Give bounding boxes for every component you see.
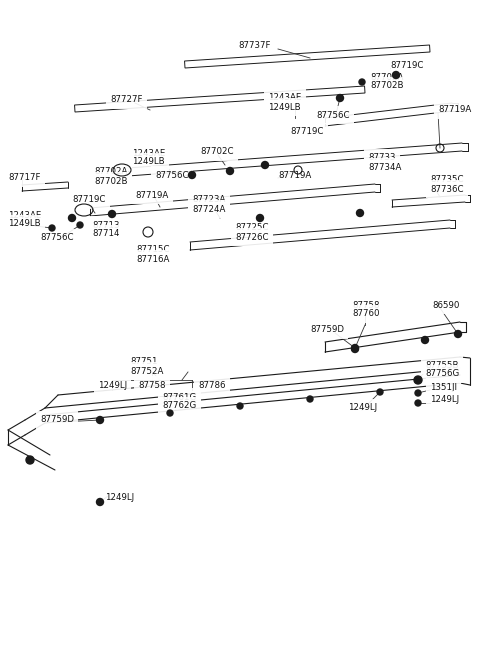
Text: 87713: 87713 — [92, 221, 120, 229]
Circle shape — [359, 79, 365, 85]
Text: 87736C: 87736C — [430, 185, 464, 193]
Circle shape — [377, 389, 383, 395]
Text: 1249LJ: 1249LJ — [98, 381, 127, 390]
Circle shape — [414, 376, 422, 384]
Text: 87760: 87760 — [352, 310, 380, 318]
Text: 87735C: 87735C — [430, 176, 464, 185]
Text: 1243AE: 1243AE — [268, 94, 301, 102]
Text: 87716A: 87716A — [136, 255, 169, 263]
Text: 1243AE: 1243AE — [8, 210, 41, 219]
Text: 87702A: 87702A — [370, 73, 403, 83]
Text: 87717F: 87717F — [8, 174, 40, 183]
Text: 87719A: 87719A — [438, 105, 471, 115]
Text: 87719C: 87719C — [390, 60, 423, 69]
Text: 1249LB: 1249LB — [8, 219, 41, 229]
Circle shape — [455, 331, 461, 337]
Text: 87762G: 87762G — [162, 402, 196, 411]
Text: 87726C: 87726C — [235, 233, 268, 242]
Circle shape — [69, 214, 75, 221]
Text: 87759D: 87759D — [40, 415, 74, 424]
Text: 87758: 87758 — [352, 301, 380, 310]
Circle shape — [96, 498, 104, 506]
Text: 87734A: 87734A — [368, 162, 401, 172]
Text: 87702C: 87702C — [200, 147, 233, 157]
Circle shape — [227, 168, 233, 174]
Text: 87702A: 87702A — [94, 168, 127, 176]
Text: 1243AE: 1243AE — [132, 149, 166, 157]
Circle shape — [415, 390, 421, 396]
Text: 1249LB: 1249LB — [132, 157, 165, 166]
Circle shape — [96, 417, 104, 424]
Text: 87737F: 87737F — [239, 41, 271, 50]
Circle shape — [357, 210, 363, 217]
Text: 87714: 87714 — [92, 229, 120, 238]
Text: 87759D: 87759D — [310, 326, 344, 335]
Text: 87719C: 87719C — [290, 128, 324, 136]
Text: 87719A: 87719A — [135, 191, 168, 200]
Text: 87756C: 87756C — [316, 111, 349, 119]
Circle shape — [167, 410, 173, 416]
Circle shape — [351, 345, 359, 352]
Text: 87751: 87751 — [130, 358, 157, 367]
Circle shape — [49, 225, 55, 231]
Text: 87715C: 87715C — [136, 246, 169, 255]
Circle shape — [421, 337, 429, 343]
Text: 1249LJ: 1249LJ — [348, 403, 377, 413]
Text: 87752A: 87752A — [130, 367, 163, 375]
Circle shape — [108, 210, 116, 217]
Circle shape — [237, 403, 243, 409]
Text: 1249LB: 1249LB — [268, 102, 300, 111]
Circle shape — [336, 94, 344, 102]
Text: 87756G: 87756G — [425, 369, 459, 379]
Text: 87723A: 87723A — [192, 195, 226, 204]
Text: 87702B: 87702B — [370, 81, 404, 90]
Circle shape — [307, 396, 313, 402]
Text: 87719C: 87719C — [72, 195, 106, 204]
Circle shape — [256, 214, 264, 221]
Text: 1351JI: 1351JI — [430, 383, 457, 392]
Circle shape — [351, 345, 359, 352]
Text: 87725C: 87725C — [235, 223, 268, 233]
Text: 1249LJ: 1249LJ — [105, 493, 134, 502]
Text: 87756C: 87756C — [155, 170, 189, 179]
Text: 87719A: 87719A — [278, 170, 311, 179]
Text: 87756C: 87756C — [40, 233, 73, 242]
Circle shape — [262, 162, 268, 168]
Text: 87727F: 87727F — [110, 96, 143, 105]
Text: 87724A: 87724A — [192, 204, 226, 214]
Text: 87733: 87733 — [368, 153, 396, 162]
Circle shape — [415, 400, 421, 406]
Text: 87786: 87786 — [198, 381, 226, 390]
Circle shape — [77, 222, 83, 228]
Text: 87758: 87758 — [138, 381, 166, 390]
Circle shape — [393, 71, 399, 79]
Text: 1249LJ: 1249LJ — [430, 396, 459, 405]
Text: 87755B: 87755B — [425, 360, 458, 369]
Text: 87761G: 87761G — [162, 392, 196, 402]
Circle shape — [26, 456, 34, 464]
Text: 87702B: 87702B — [94, 176, 128, 185]
Circle shape — [189, 172, 195, 179]
Text: 86590: 86590 — [432, 301, 459, 310]
